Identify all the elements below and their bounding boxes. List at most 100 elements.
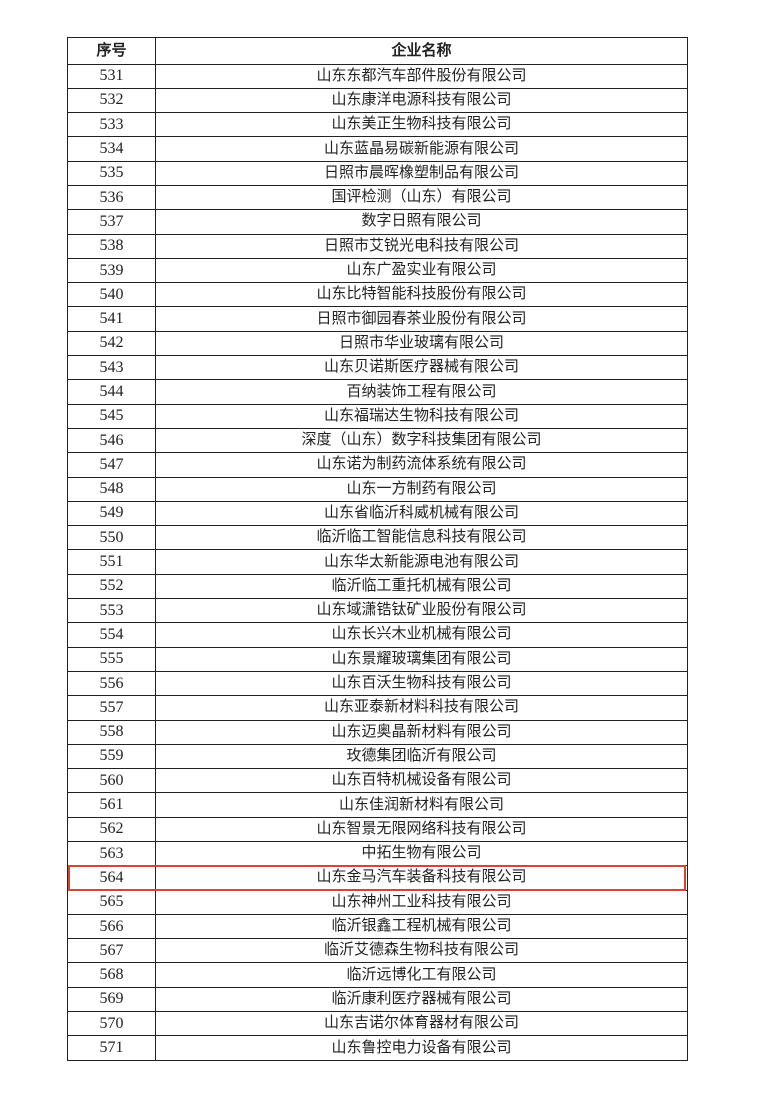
company-name: 山东百沃生物科技有限公司 bbox=[155, 670, 688, 697]
company-name: 山东百特机械设备有限公司 bbox=[155, 768, 688, 794]
table-row: 538 日照市艾锐光电科技有限公司 bbox=[67, 233, 688, 259]
table-row: 554 山东长兴木业机械有限公司 bbox=[67, 622, 688, 648]
serial-number: 548 bbox=[67, 476, 156, 502]
company-name: 山东诺为制药流体系统有限公司 bbox=[155, 452, 688, 478]
company-name: 山东域潇锆钛矿业股份有限公司 bbox=[155, 598, 688, 624]
table-row: 534 山东蓝晶易碳新能源有限公司 bbox=[67, 136, 688, 162]
company-name: 山东景耀玻璃集团有限公司 bbox=[155, 646, 688, 672]
table-row: 553 山东域潇锆钛矿业股份有限公司 bbox=[67, 598, 688, 624]
company-name: 山东贝诺斯医疗器械有限公司 bbox=[155, 355, 688, 381]
table-row: 549 山东省临沂科威机械有限公司 bbox=[67, 500, 688, 527]
serial-number: 570 bbox=[67, 1011, 156, 1037]
table-row: 531 山东东都汽车部件股份有限公司 bbox=[67, 63, 688, 89]
table-row: 570 山东吉诺尔体育器材有限公司 bbox=[67, 1011, 688, 1037]
company-name: 数字日照有限公司 bbox=[155, 209, 688, 235]
table-row: 558 山东迈奥晶新材料有限公司 bbox=[67, 719, 688, 745]
serial-number: 558 bbox=[67, 719, 156, 745]
table-row: 557 山东亚泰新材料科技有限公司 bbox=[67, 695, 688, 721]
serial-number: 539 bbox=[67, 257, 156, 284]
table-row: 556 山东百沃生物科技有限公司 bbox=[67, 670, 688, 697]
table-row: 546 深度（山东）数字科技集团有限公司 bbox=[67, 427, 688, 454]
company-name: 日照市晨晖橡塑制品有限公司 bbox=[155, 160, 688, 186]
serial-number: 545 bbox=[67, 403, 156, 429]
table-row: 563 中拓生物有限公司 bbox=[67, 840, 688, 867]
serial-number: 534 bbox=[67, 136, 156, 162]
company-name: 山东迈奥晶新材料有限公司 bbox=[155, 719, 688, 745]
serial-number: 567 bbox=[67, 938, 156, 964]
company-name: 国评检测（山东）有限公司 bbox=[155, 184, 688, 211]
table-row: 552 临沂临工重托机械有限公司 bbox=[67, 573, 688, 600]
serial-number: 549 bbox=[67, 500, 156, 527]
company-name: 临沂康利医疗器械有限公司 bbox=[155, 986, 688, 1013]
company-name: 山东蓝晶易碳新能源有限公司 bbox=[155, 136, 688, 162]
company-name: 日照市御园春茶业股份有限公司 bbox=[155, 306, 688, 332]
serial-number: 544 bbox=[67, 379, 156, 405]
serial-number: 568 bbox=[67, 962, 156, 988]
table-row: 548 山东一方制药有限公司 bbox=[67, 476, 688, 502]
serial-number: 531 bbox=[67, 63, 156, 89]
company-name: 山东鲁控电力设备有限公司 bbox=[155, 1035, 688, 1061]
table-row: 535 日照市晨晖橡塑制品有限公司 bbox=[67, 160, 688, 186]
table-row: 541 日照市御园春茶业股份有限公司 bbox=[67, 306, 688, 332]
table-row: 562 山东智景无限网络科技有限公司 bbox=[67, 816, 688, 843]
serial-number: 566 bbox=[67, 913, 156, 940]
company-list-table: 序号 企业名称 531 山东东都汽车部件股份有限公司 532 山东康洋电源科技有限公司… bbox=[67, 37, 688, 1061]
serial-number: 547 bbox=[67, 452, 156, 478]
serial-number: 554 bbox=[67, 622, 156, 648]
serial-number: 559 bbox=[67, 743, 156, 770]
table-row: 539 山东广盈实业有限公司 bbox=[67, 257, 688, 284]
serial-number: 550 bbox=[67, 525, 156, 551]
serial-number: 543 bbox=[67, 355, 156, 381]
table-row: 545 山东福瑞达生物科技有限公司 bbox=[67, 403, 688, 429]
serial-number: 540 bbox=[67, 282, 156, 308]
company-name: 玫德集团临沂有限公司 bbox=[155, 743, 688, 770]
serial-number: 557 bbox=[67, 695, 156, 721]
table-row: 565 山东神州工业科技有限公司 bbox=[67, 889, 688, 915]
serial-number: 561 bbox=[67, 792, 156, 818]
serial-number: 542 bbox=[67, 330, 156, 357]
serial-number: 571 bbox=[67, 1035, 156, 1061]
table-row: 550 临沂临工智能信息科技有限公司 bbox=[67, 525, 688, 551]
company-name: 山东智景无限网络科技有限公司 bbox=[155, 816, 688, 843]
company-name: 山东福瑞达生物科技有限公司 bbox=[155, 403, 688, 429]
table-row: 532 山东康洋电源科技有限公司 bbox=[67, 87, 688, 114]
serial-number: 551 bbox=[67, 549, 156, 575]
company-name: 深度（山东）数字科技集团有限公司 bbox=[155, 427, 688, 454]
header-company-name: 企业名称 bbox=[155, 37, 688, 65]
serial-number: 535 bbox=[67, 160, 156, 186]
company-name: 临沂临工重托机械有限公司 bbox=[155, 573, 688, 600]
serial-number: 553 bbox=[67, 598, 156, 624]
serial-number: 546 bbox=[67, 427, 156, 454]
company-name: 临沂临工智能信息科技有限公司 bbox=[155, 525, 688, 551]
serial-number: 569 bbox=[67, 986, 156, 1013]
table-row: 544 百纳装饰工程有限公司 bbox=[67, 379, 688, 405]
company-name: 日照市艾锐光电科技有限公司 bbox=[155, 233, 688, 259]
serial-number: 565 bbox=[67, 889, 156, 915]
company-name: 百纳装饰工程有限公司 bbox=[155, 379, 688, 405]
company-name: 临沂艾德森生物科技有限公司 bbox=[155, 938, 688, 964]
table-row: 560 山东百特机械设备有限公司 bbox=[67, 768, 688, 794]
serial-number: 564 bbox=[67, 865, 156, 891]
company-name: 山东亚泰新材料科技有限公司 bbox=[155, 695, 688, 721]
company-name: 山东金马汽车装备科技有限公司 bbox=[155, 865, 688, 891]
table-row: 540 山东比特智能科技股份有限公司 bbox=[67, 282, 688, 308]
table-row: 543 山东贝诺斯医疗器械有限公司 bbox=[67, 355, 688, 381]
company-name: 山东华太新能源电池有限公司 bbox=[155, 549, 688, 575]
serial-number: 556 bbox=[67, 670, 156, 697]
table-row: 571 山东鲁控电力设备有限公司 bbox=[67, 1035, 688, 1061]
table-row: 533 山东美正生物科技有限公司 bbox=[67, 112, 688, 138]
table-row: 561 山东佳润新材料有限公司 bbox=[67, 792, 688, 818]
table-row: 569 临沂康利医疗器械有限公司 bbox=[67, 986, 688, 1013]
company-name: 日照市华业玻璃有限公司 bbox=[155, 330, 688, 357]
serial-number: 562 bbox=[67, 816, 156, 843]
serial-number: 532 bbox=[67, 87, 156, 114]
company-name: 山东美正生物科技有限公司 bbox=[155, 112, 688, 138]
company-name: 山东一方制药有限公司 bbox=[155, 476, 688, 502]
table-row: 537 数字日照有限公司 bbox=[67, 209, 688, 235]
company-name: 山东长兴木业机械有限公司 bbox=[155, 622, 688, 648]
table-row: 559 玫德集团临沂有限公司 bbox=[67, 743, 688, 770]
company-name: 山东佳润新材料有限公司 bbox=[155, 792, 688, 818]
serial-number: 560 bbox=[67, 768, 156, 794]
company-name: 中拓生物有限公司 bbox=[155, 840, 688, 867]
company-name: 山东比特智能科技股份有限公司 bbox=[155, 282, 688, 308]
